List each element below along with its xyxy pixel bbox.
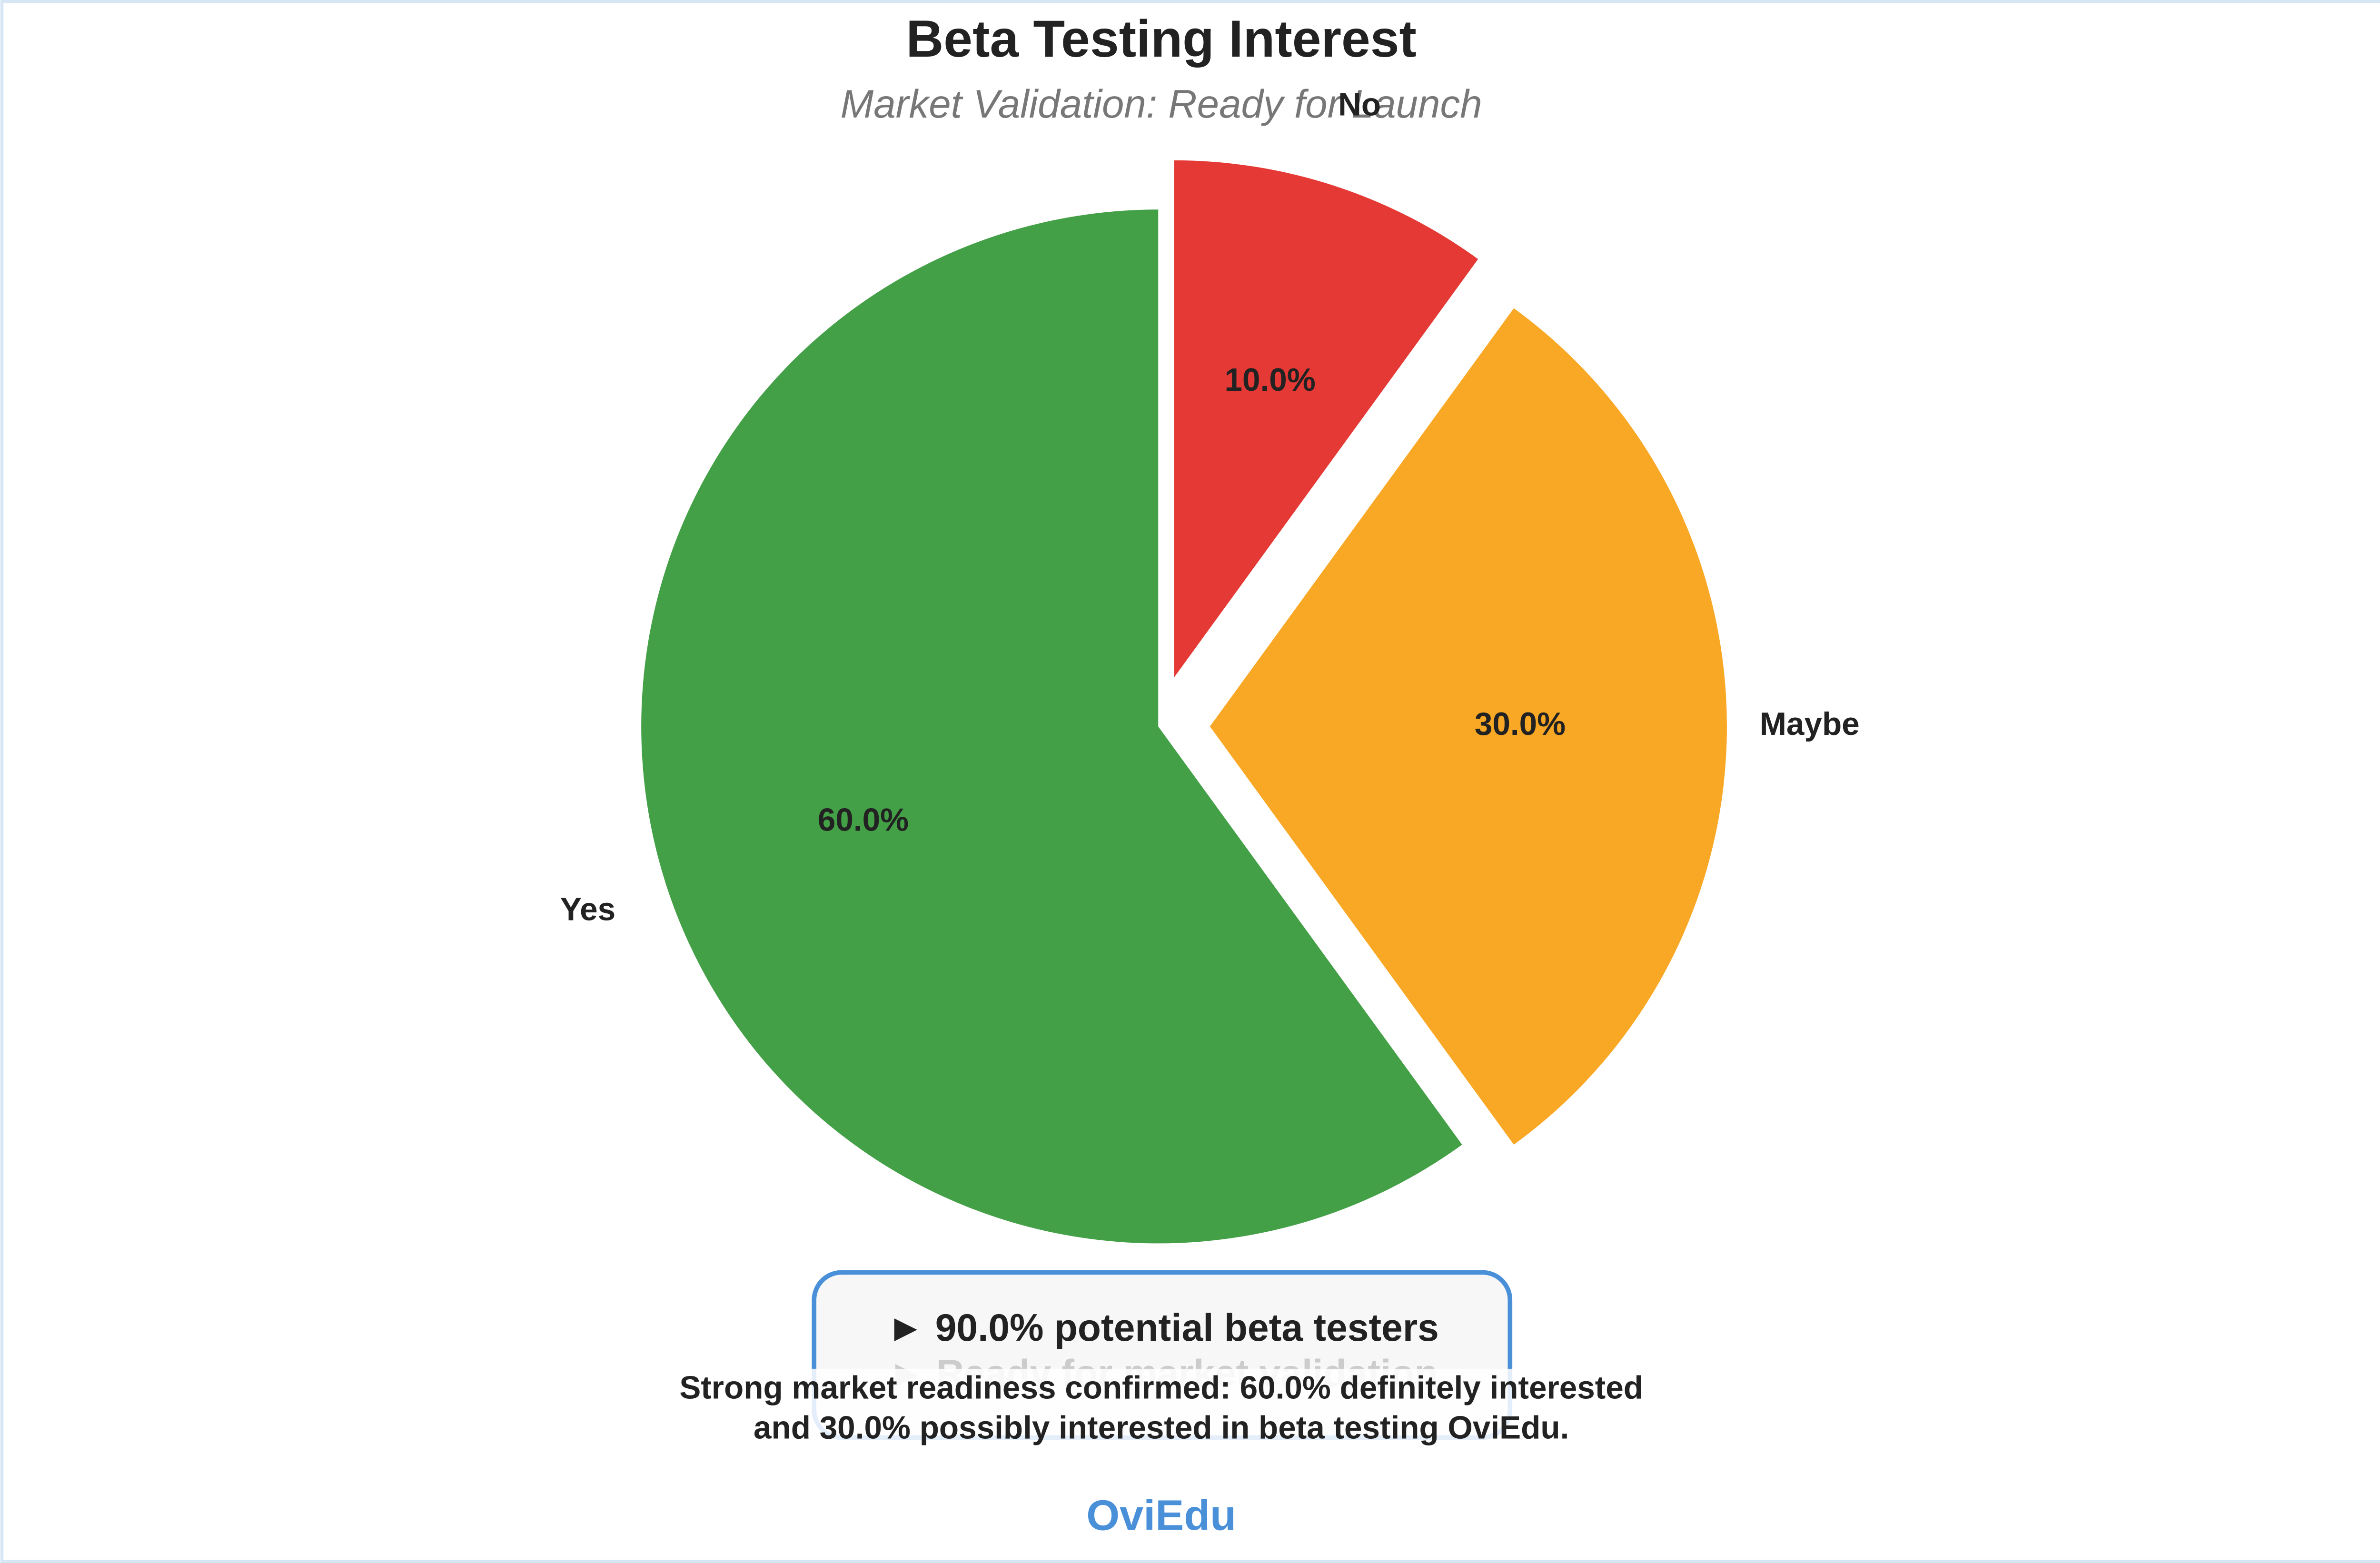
caption-line: and 30.0% possibly interested in beta te… bbox=[754, 1410, 1569, 1445]
pie-slice bbox=[1174, 160, 1478, 678]
chart-title: Beta Testing Interest bbox=[906, 10, 1417, 68]
slice-percent: 10.0% bbox=[1225, 362, 1316, 398]
footer-brand: OviEdu bbox=[1086, 1492, 1236, 1540]
chart-subtitle: Market Validation: Ready for Launch bbox=[841, 81, 1482, 126]
slice-label: Maybe bbox=[1760, 706, 1860, 742]
pie-slice bbox=[641, 209, 1462, 1244]
caption-backdrop bbox=[605, 1368, 1721, 1449]
caption-line: Strong market readiness confirmed: 60.0%… bbox=[679, 1370, 1643, 1406]
pie: 60.0% Yes 30.0% Maybe 10.0% No bbox=[560, 87, 1860, 1244]
slice-label: Yes bbox=[560, 891, 615, 927]
slice-percent: 30.0% bbox=[1475, 706, 1566, 742]
slice-label: No bbox=[1338, 87, 1381, 123]
pie-slice bbox=[1210, 308, 1727, 1145]
slice-percent: 60.0% bbox=[818, 802, 909, 838]
annotation-line: ► 90.0% potential beta testers bbox=[887, 1306, 1439, 1349]
